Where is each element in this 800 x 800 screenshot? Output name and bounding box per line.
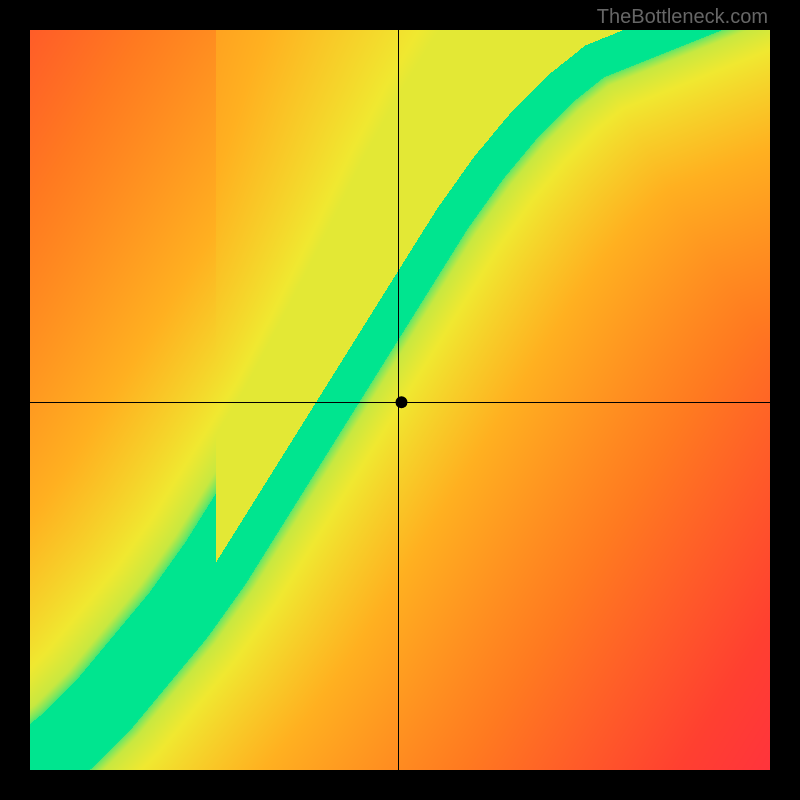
plot-container [30, 30, 770, 770]
bottleneck-heatmap [30, 30, 770, 770]
watermark-text: TheBottleneck.com [597, 6, 768, 29]
